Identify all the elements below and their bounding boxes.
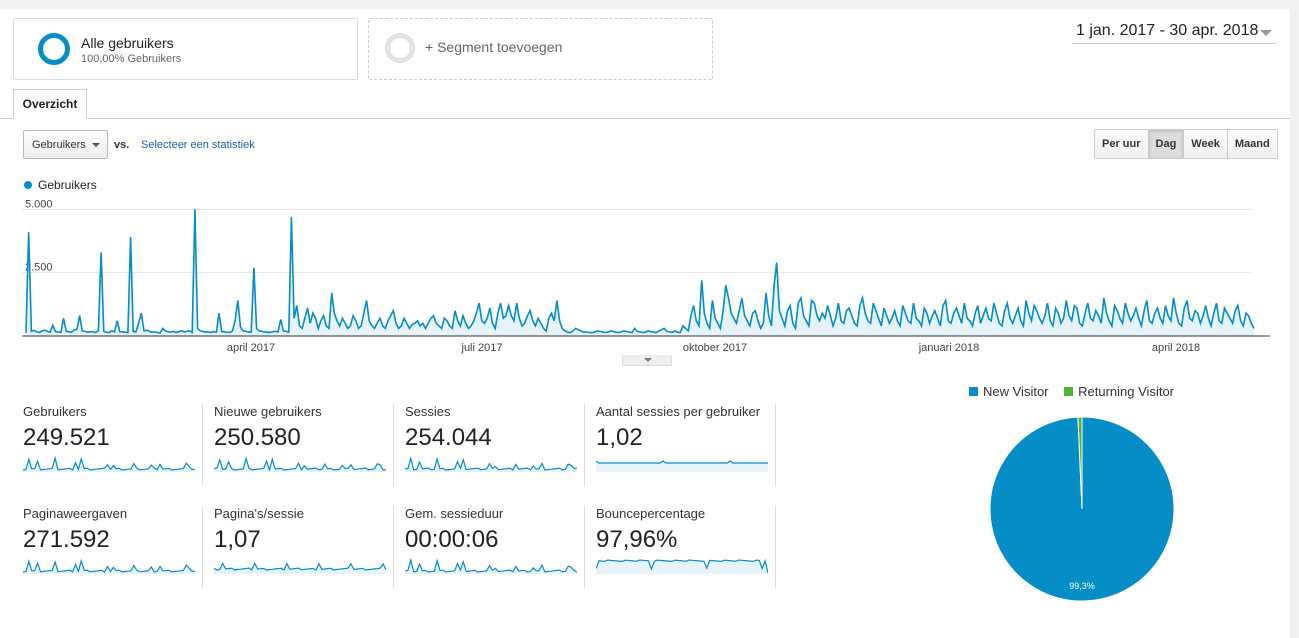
pie-slice-returning-visitor[interactable] <box>1077 416 1083 510</box>
metric-tile[interactable]: Gem. sessieduur 00:00:06 <box>405 506 585 588</box>
add-segment-label: + Segment toevoegen <box>425 39 563 55</box>
segment-subtitle: 100,00% Gebruikers <box>81 53 182 65</box>
metric-sparkline <box>23 455 195 472</box>
metric-value: 254.044 <box>405 424 492 451</box>
sparkline-line <box>596 558 768 574</box>
metric-value: 1,07 <box>214 526 261 553</box>
sparkline-line <box>214 561 386 571</box>
metric-tile[interactable]: Sessies 254.044 <box>405 404 585 486</box>
granularity-toggle: Per uur Dag Week Maand <box>1094 129 1278 159</box>
pie-legend-returning: Returning Visitor <box>1078 384 1175 399</box>
y-tick-label: 5.000 <box>25 198 53 210</box>
metric-value: 250.580 <box>214 424 301 451</box>
metric-value: 1,02 <box>596 424 643 451</box>
x-tick-label: april 2018 <box>1152 342 1200 354</box>
x-tick-label: juli 2017 <box>461 342 503 354</box>
metric-sparkline <box>596 460 768 472</box>
empty-ring-icon <box>385 33 415 63</box>
metric-sparkline <box>23 558 195 574</box>
vs-label: vs. <box>114 139 130 151</box>
chevron-down-icon <box>644 358 652 362</box>
collapse-chart-button[interactable] <box>622 355 672 366</box>
metric-label: Aantal sessies per gebruiker <box>596 404 761 419</box>
chevron-down-icon <box>92 143 100 147</box>
sparkline-area <box>23 458 195 472</box>
granularity-month-button[interactable]: Maand <box>1226 130 1277 158</box>
pie-legend: New Visitor Returning Visitor <box>969 384 1174 399</box>
metric-sparkline <box>405 455 577 472</box>
metric-value: 271.592 <box>23 526 110 553</box>
metric-label: Bouncepercentage <box>596 506 706 521</box>
metric-value: 00:00:06 <box>405 526 499 553</box>
granularity-hour-button[interactable]: Per uur <box>1095 130 1148 158</box>
series-line-gebruikers <box>25 209 1255 334</box>
granularity-day-button[interactable]: Dag <box>1147 130 1184 158</box>
sparkline-line <box>405 455 577 471</box>
metric-tile[interactable]: Bouncepercentage 97,96% <box>596 506 776 588</box>
tab-divider <box>0 118 1290 119</box>
sparkline-area <box>596 560 768 574</box>
sparkline-line <box>23 558 195 573</box>
metric-dropdown[interactable]: Gebruikers <box>23 130 108 159</box>
metric-value: 97,96% <box>596 526 678 553</box>
sparkline-line <box>596 460 768 464</box>
date-range-label: 1 jan. 2017 - 30 apr. 2018 <box>1076 22 1259 39</box>
sparkline-area <box>596 461 768 472</box>
new-visitor-swatch <box>969 387 978 396</box>
metric-sparkline <box>405 557 577 574</box>
sparkline-line <box>214 456 386 472</box>
metric-sparkline <box>596 558 768 574</box>
tab-overview[interactable]: Overzicht <box>13 89 87 119</box>
segment-title: Alle gebruikers <box>81 35 174 51</box>
chart-legend-label: Gebruikers <box>38 178 97 192</box>
add-segment-button[interactable]: + Segment toevoegen <box>368 18 713 80</box>
sparkline-area <box>214 458 386 472</box>
pie-slice-label: 99,3% <box>1069 581 1095 591</box>
sparkline-area <box>405 560 577 574</box>
metric-label: Sessies <box>405 404 451 419</box>
metric-label: Pagina's/sessie <box>214 506 304 521</box>
date-range-picker[interactable]: 1 jan. 2017 - 30 apr. 2018 <box>1072 18 1276 44</box>
metric-sparkline <box>214 561 386 574</box>
segment-ring-icon <box>38 33 70 65</box>
sparkline-area <box>214 563 386 574</box>
metric-tile[interactable]: Nieuwe gebruikers 250.580 <box>214 404 394 486</box>
metric-tile[interactable]: Gebruikers 249.521 <box>23 404 203 486</box>
x-tick-label: oktober 2017 <box>683 342 747 354</box>
metric-label: Nieuwe gebruikers <box>214 404 322 419</box>
x-tick-label: april 2017 <box>227 342 275 354</box>
granularity-week-button[interactable]: Week <box>1183 130 1227 158</box>
x-tick-label: januari 2018 <box>918 342 980 354</box>
metric-label: Gebruikers <box>23 404 87 419</box>
sparkline-line <box>405 557 577 573</box>
chart-legend: Gebruikers <box>24 178 97 192</box>
sparkline-area <box>405 458 577 472</box>
metric-tile[interactable]: Paginaweergaven 271.592 <box>23 506 203 588</box>
pie-legend-new: New Visitor <box>983 384 1049 399</box>
metric-tile[interactable]: Aantal sessies per gebruiker 1,02 <box>596 404 776 486</box>
metric-value: 249.521 <box>23 424 110 451</box>
metric-sparkline <box>214 456 386 472</box>
metric-dropdown-value: Gebruikers <box>32 139 86 151</box>
metric-tile[interactable]: Pagina's/sessie 1,07 <box>214 506 394 588</box>
sparkline-area <box>23 560 195 574</box>
series-dot-icon <box>24 181 32 189</box>
visitor-type-pie-chart[interactable]: 99,3% <box>987 414 1177 604</box>
top-strip <box>0 0 1299 9</box>
users-line-chart[interactable]: 5.000 2.500 april 2017 juli 2017 oktober 201… <box>22 195 1272 355</box>
y-tick-label: 2.500 <box>25 262 53 274</box>
segment-all-users[interactable]: Alle gebruikers 100,00% Gebruikers <box>13 18 358 80</box>
sparkline-line <box>23 455 195 472</box>
right-gutter <box>1290 0 1299 638</box>
metric-label: Paginaweergaven <box>23 506 128 521</box>
chevron-down-icon <box>1260 30 1272 36</box>
metric-label: Gem. sessieduur <box>405 506 504 521</box>
select-statistic-link[interactable]: Selecteer een statistiek <box>141 139 255 151</box>
returning-visitor-swatch <box>1064 387 1074 396</box>
